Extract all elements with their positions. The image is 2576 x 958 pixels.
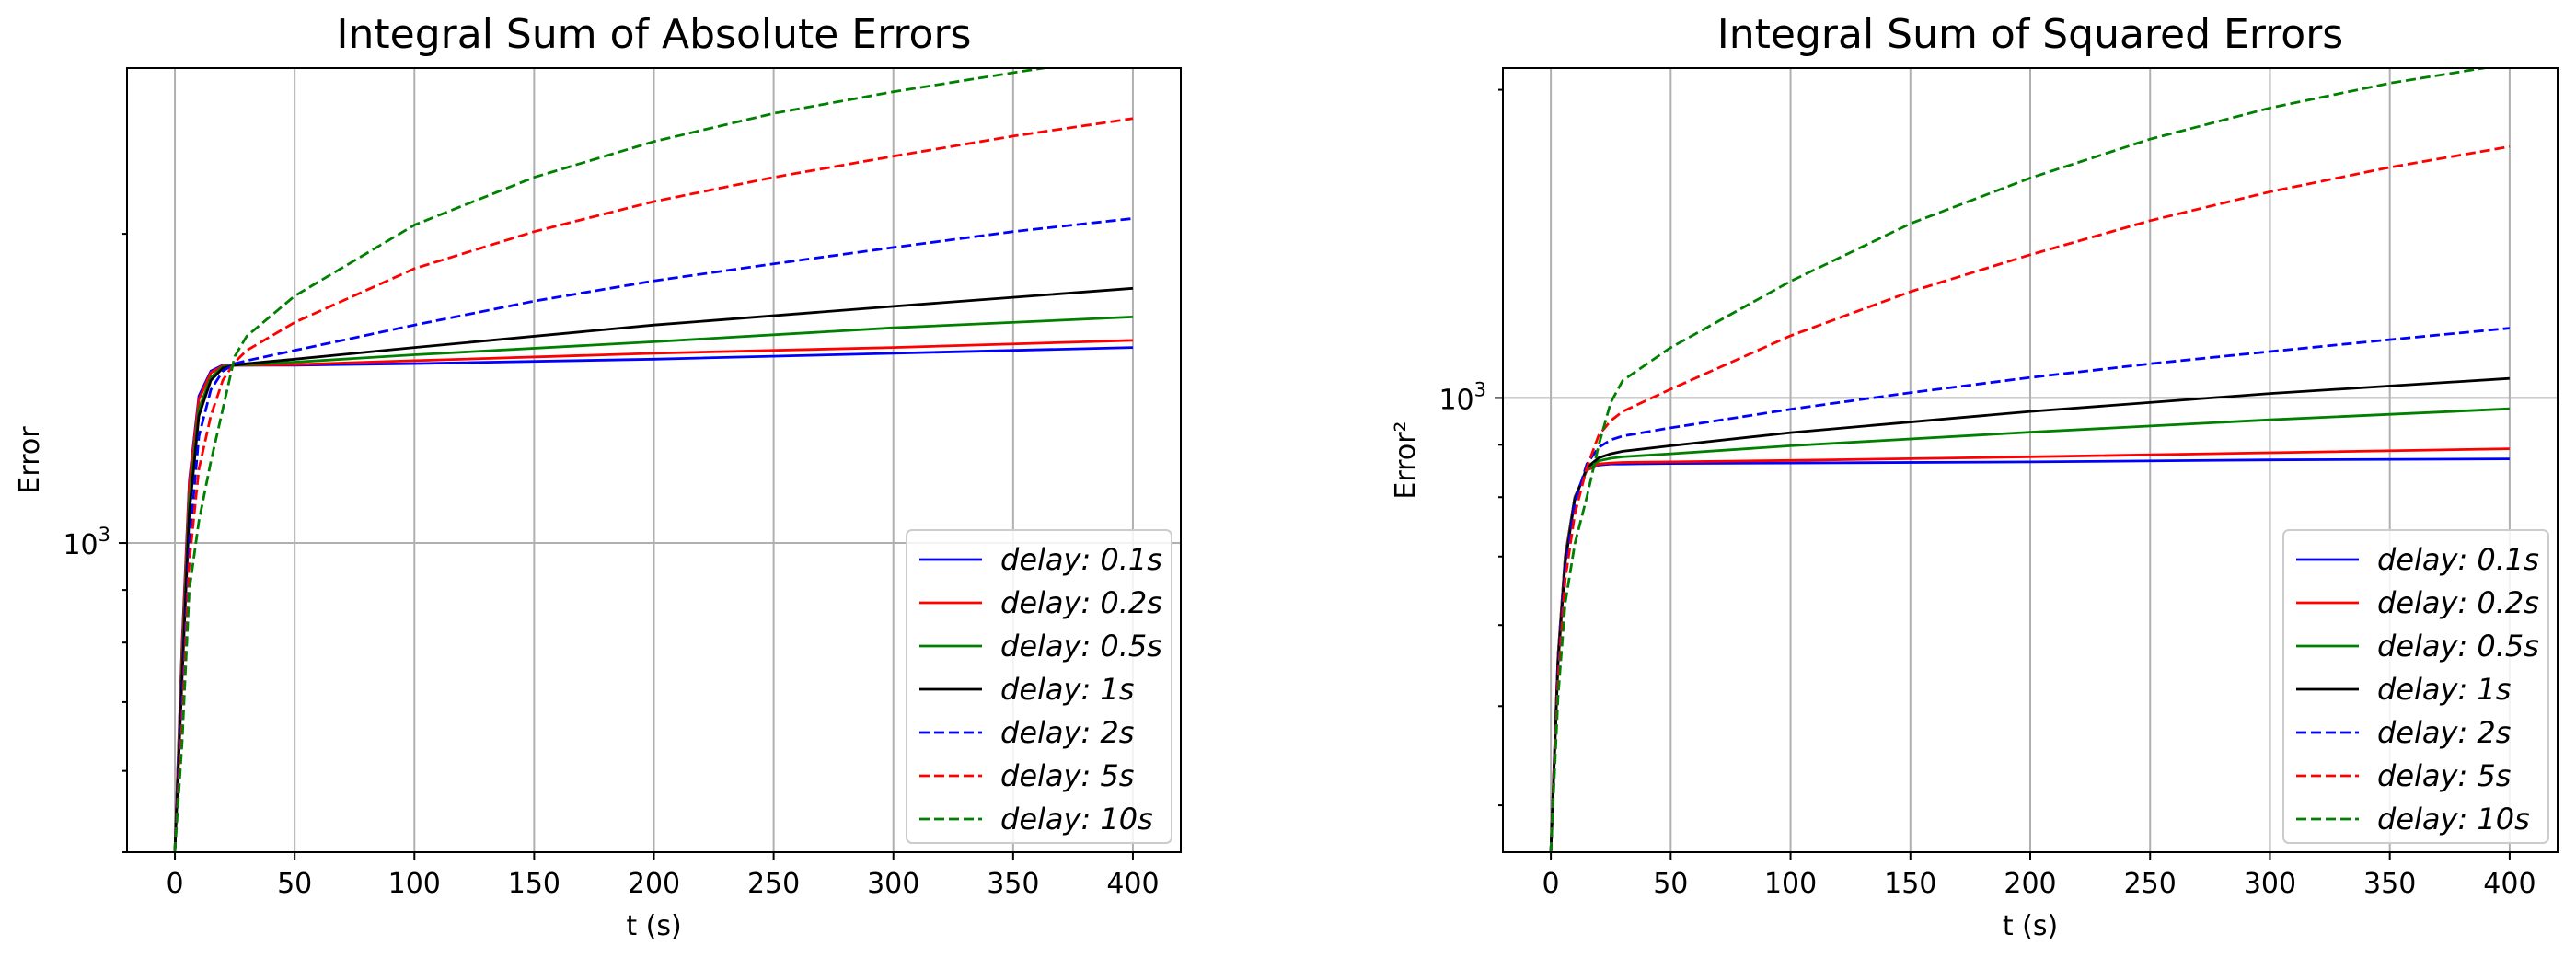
legend-entry-1: delay: 0.1s (1000, 542, 1162, 577)
x-tick-label: 250 (2124, 868, 2177, 900)
legend-entry-4: delay: 1s (1000, 672, 1134, 707)
x-tick-label: 0 (166, 868, 183, 900)
legend-box (2282, 529, 2549, 844)
x-tick-label: 200 (2004, 868, 2056, 900)
legend-entry-5: delay: 2s (2377, 715, 2511, 750)
x-tick-label: 350 (987, 868, 1039, 900)
series-line-5 (173, 217, 1134, 852)
series-group (1549, 68, 2511, 852)
x-tick-label: 300 (2244, 868, 2296, 900)
legend: delay: 0.1s delay: 0.2s delay: 0.5s delay: … (2282, 529, 2549, 844)
x-tick-label: 0 (1542, 868, 1560, 900)
legend-entry-2: delay: 0.2s (1000, 585, 1162, 620)
legend-entry-6: delay: 5s (1000, 758, 1134, 793)
y-tick-label: 103 (63, 524, 110, 561)
legend: delay: 0.1s delay: 0.2s delay: 0.5s delay: … (906, 529, 1172, 844)
chart-panel-2: 0 50 100 150 200 250 300 350 400 103 Integral Sum … (1390, 11, 2559, 942)
chart-title: Integral Sum of Absolute Errors (337, 11, 972, 58)
x-tick-label: 150 (508, 868, 560, 900)
chart-panel-1: 0 50 100 150 200 250 300 350 400 103 Integral Sum … (14, 11, 1182, 942)
legend-box (906, 529, 1172, 844)
x-tick-label: 50 (1653, 868, 1688, 900)
series-line-7 (1549, 68, 2492, 852)
x-tick-label: 400 (2483, 868, 2536, 900)
x-tick-label: 50 (277, 868, 312, 900)
x-tick-label: 300 (867, 868, 919, 900)
legend-entry-6: delay: 5s (2377, 758, 2511, 793)
chart-title: Integral Sum of Squared Errors (1717, 11, 2343, 58)
y-axis-label: Error² (1390, 421, 1422, 499)
legend-entry-7: delay: 10s (1000, 802, 1153, 837)
y-tick-label: 103 (1438, 378, 1486, 416)
legend-entry-3: delay: 0.5s (2377, 629, 2539, 664)
legend-entry-1: delay: 0.1s (2377, 542, 2539, 577)
series-line-7 (173, 68, 1052, 852)
legend-entry-7: delay: 10s (2377, 802, 2530, 837)
x-tick-label: 150 (1884, 868, 1936, 900)
x-tick-label: 100 (1764, 868, 1817, 900)
x-tick-label: 200 (628, 868, 680, 900)
series-group (173, 68, 1134, 852)
x-tick-label: 100 (388, 868, 441, 900)
legend-entry-5: delay: 2s (1000, 715, 1134, 750)
legend-entry-2: delay: 0.2s (2377, 585, 2539, 620)
legend-entry-4: delay: 1s (2377, 672, 2511, 707)
y-axis-label: Error (14, 426, 46, 494)
x-tick-label: 350 (2363, 868, 2416, 900)
x-tick-label: 400 (1106, 868, 1159, 900)
series-line-6 (1549, 144, 2511, 852)
series-line-5 (1549, 327, 2511, 852)
legend-entry-3: delay: 0.5s (1000, 629, 1162, 664)
x-axis-label: t (s) (626, 910, 681, 942)
x-axis-label: t (s) (2003, 910, 2058, 942)
x-tick-label: 250 (747, 868, 800, 900)
series-line-4 (173, 286, 1134, 852)
